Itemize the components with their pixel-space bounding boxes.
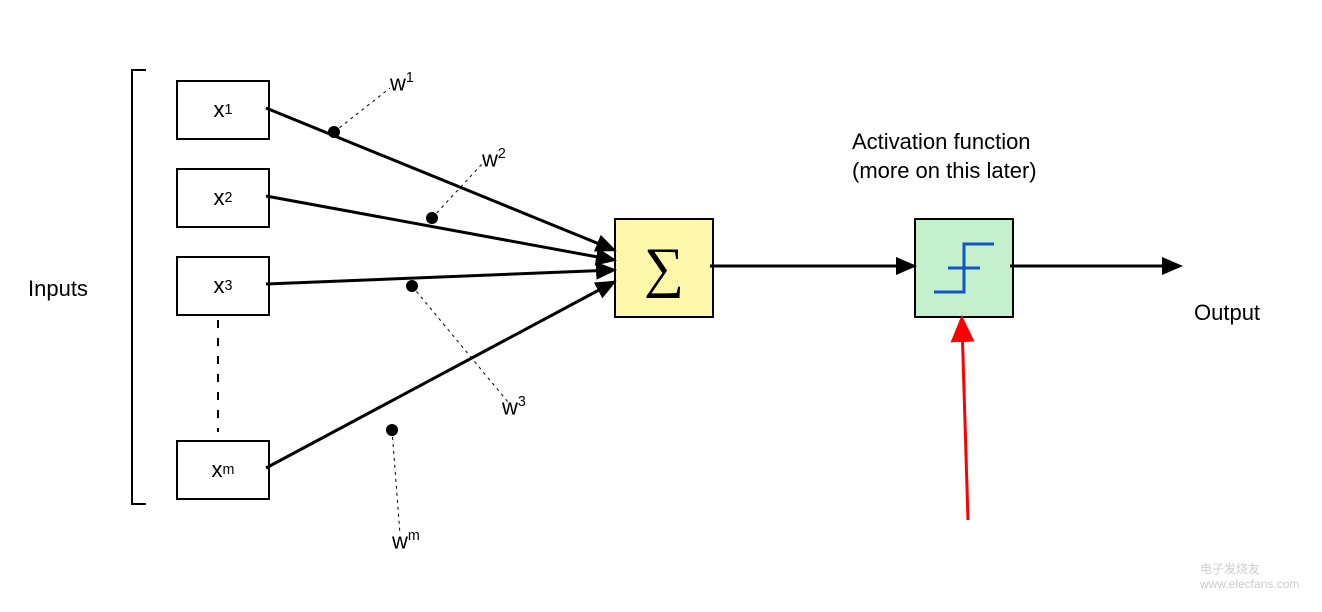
watermark-text: 电子发烧友 [1200, 562, 1260, 576]
input-x1-sup: 1 [225, 102, 233, 118]
input-x2-sup: 2 [225, 190, 233, 206]
watermark-url: www.elecfans.com [1200, 577, 1299, 591]
input-x3-sup: 3 [225, 278, 233, 294]
output-label: Output [1194, 300, 1260, 326]
weight-label-w2: w2 [482, 146, 506, 172]
input-x2-base: x [214, 185, 225, 211]
input-box-xm: xm [176, 440, 270, 500]
weight-label-wm: wm [392, 528, 420, 554]
weight-label-w1: w1 [390, 70, 414, 96]
input-box-x3: x3 [176, 256, 270, 316]
sigma-icon: ∑ [644, 236, 684, 300]
input-box-x1: x1 [176, 80, 270, 140]
input-x1-base: x [214, 97, 225, 123]
input-box-x2: x2 [176, 168, 270, 228]
input-xm-base: x [212, 457, 223, 483]
activation-label-line2: (more on this later) [852, 158, 1037, 183]
input-xm-sup: m [223, 462, 235, 478]
summation-node: ∑ [614, 218, 714, 318]
inputs-label: Inputs [28, 276, 88, 302]
watermark: 电子发烧友 www.elecfans.com [1200, 560, 1299, 591]
weight-label-w3: w3 [502, 394, 526, 420]
activation-node [914, 218, 1014, 318]
input-x3-base: x [214, 273, 225, 299]
step-function-icon [916, 220, 1012, 316]
activation-label-line1: Activation function [852, 129, 1031, 154]
activation-label: Activation function (more on this later) [852, 128, 1037, 185]
